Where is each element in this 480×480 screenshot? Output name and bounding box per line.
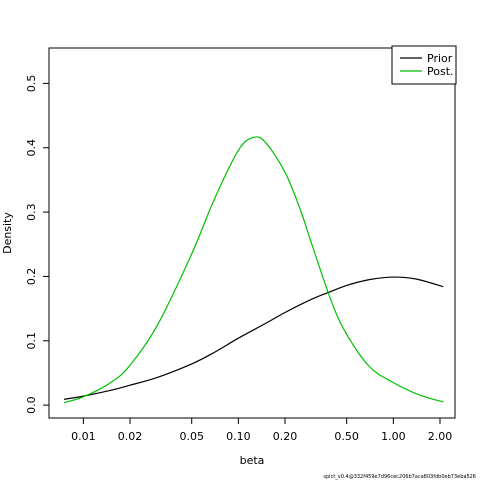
x-tick-label: 0.20 — [273, 430, 298, 443]
legend-box — [391, 45, 457, 85]
series-line-post — [63, 136, 444, 404]
x-tick-label: 2.00 — [428, 430, 453, 443]
series-line-prior — [63, 276, 444, 400]
x-tick-label: 0.02 — [118, 430, 143, 443]
series-lines — [63, 136, 444, 404]
x-tick-label: 0.10 — [226, 430, 251, 443]
x-tick-label: 0.05 — [179, 430, 204, 443]
plot-frame — [48, 47, 456, 419]
y-tick-label: 0.4 — [25, 139, 38, 157]
y-tick-label: 0.1 — [25, 332, 38, 350]
y-axis: 0.0 0.1 0.2 0.3 0.4 0.5 — [25, 75, 49, 414]
x-axis: 0.01 0.02 0.05 0.10 0.20 0.50 1.00 2.00 — [71, 418, 452, 443]
legend-label: Post. — [427, 65, 454, 78]
y-tick-label: 0.0 — [25, 396, 38, 414]
legend-label: Prior — [427, 52, 453, 65]
version-footnote: spict_v0.4@332f459e7d96cec206b7aca803fdb… — [323, 474, 476, 480]
y-tick-label: 0.5 — [25, 75, 38, 93]
x-tick-label: 0.50 — [334, 430, 359, 443]
y-tick-label: 0.3 — [25, 203, 38, 221]
x-tick-label: 0.01 — [71, 430, 96, 443]
x-tick-label: 1.00 — [381, 430, 406, 443]
y-axis-label: Density — [1, 212, 14, 254]
x-axis-label: beta — [240, 454, 265, 467]
y-tick-label: 0.2 — [25, 268, 38, 286]
